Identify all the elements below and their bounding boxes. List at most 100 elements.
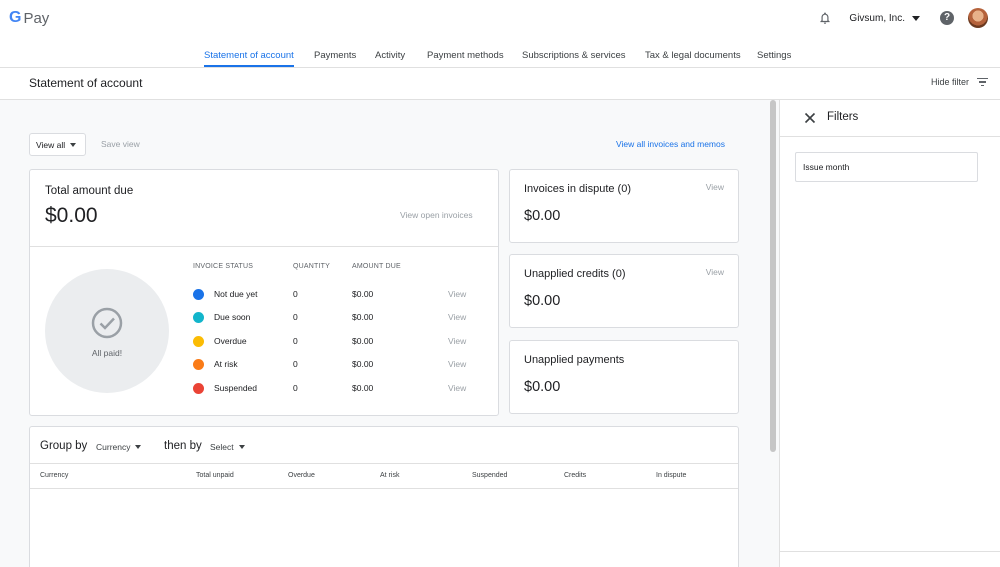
filters-title: Filters — [827, 111, 859, 123]
tab-payment-methods[interactable]: Payment methods — [427, 50, 504, 61]
scrollbar-thumb[interactable] — [770, 100, 776, 452]
payments-label: Unapplied payments — [524, 354, 625, 366]
status-view-link[interactable]: View — [448, 359, 467, 369]
account-name: Givsum, Inc. — [849, 12, 905, 24]
col-header-suspended: Suspended — [472, 472, 508, 479]
google-g-logo: G — [9, 9, 22, 26]
status-row-suspended: Suspended 0 $0.00 View — [193, 382, 483, 396]
help-icon[interactable]: ? — [940, 11, 954, 25]
group-by-select[interactable]: Currency — [96, 442, 142, 452]
all-paid-chart: All paid! — [45, 269, 169, 393]
credits-view-link[interactable]: View — [705, 267, 724, 277]
divider — [30, 246, 498, 247]
unapplied-payments-card: Unapplied payments $0.00 — [509, 340, 739, 414]
col-header-in-dispute: In dispute — [656, 472, 687, 479]
col-header-overdue: Overdue — [288, 472, 315, 479]
status-quantity: 0 — [293, 383, 298, 393]
group-by-card: Group by Currency then by Select Currenc… — [29, 426, 739, 567]
divider — [780, 136, 1000, 137]
status-quantity: 0 — [293, 312, 298, 322]
chevron-down-icon — [238, 445, 245, 449]
status-row-at-risk: At risk 0 $0.00 View — [193, 358, 483, 372]
then-by-select[interactable]: Select — [210, 442, 245, 452]
status-name: At risk — [214, 359, 238, 369]
save-view-button[interactable]: Save view — [101, 139, 140, 149]
main-scrollbar[interactable] — [769, 100, 777, 453]
status-quantity: 0 — [293, 359, 298, 369]
status-amount: $0.00 — [352, 289, 374, 299]
col-header-amount-due: AMOUNT DUE — [352, 263, 401, 270]
unapplied-credits-card: Unapplied credits (0) View $0.00 — [509, 254, 739, 328]
dispute-label: Invoices in dispute (0) — [524, 183, 631, 195]
filters-panel: Filters Issue month — [779, 100, 1000, 567]
divider — [30, 488, 738, 489]
invoices-in-dispute-card: Invoices in dispute (0) View $0.00 — [509, 169, 739, 243]
divider — [30, 463, 738, 464]
divider — [780, 551, 1000, 552]
credits-label: Unapplied credits (0) — [524, 268, 626, 280]
status-view-link[interactable]: View — [448, 383, 467, 393]
credits-amount: $0.00 — [524, 293, 561, 309]
col-header-invoice-status: INVOICE STATUS — [193, 263, 254, 270]
status-row-not-due-yet: Not due yet 0 $0.00 View — [193, 288, 483, 302]
page-header: Statement of account Hide filter — [0, 69, 1000, 100]
gpay-logo[interactable]: G Pay — [9, 8, 49, 28]
col-header-quantity: QUANTITY — [293, 263, 330, 270]
avatar[interactable] — [968, 8, 988, 28]
all-paid-label: All paid! — [91, 348, 123, 358]
tab-payments[interactable]: Payments — [314, 50, 357, 61]
then-by-value: Select — [210, 442, 234, 452]
status-dot — [193, 359, 204, 370]
tab-activity[interactable]: Activity — [375, 50, 406, 61]
status-dot — [193, 312, 204, 323]
dispute-view-link[interactable]: View — [705, 182, 724, 192]
status-amount: $0.00 — [352, 336, 374, 346]
close-icon[interactable] — [804, 112, 816, 124]
status-view-link[interactable]: View — [448, 289, 467, 299]
tab-settings[interactable]: Settings — [757, 50, 792, 61]
group-by-label: Group by — [40, 440, 88, 452]
view-all-invoices-link[interactable]: View all invoices and memos — [616, 139, 725, 149]
total-amount-value: $0.00 — [45, 204, 98, 227]
view-all-label: View all — [36, 139, 66, 150]
status-name: Suspended — [214, 383, 258, 393]
filter-icon — [977, 77, 988, 87]
payments-amount: $0.00 — [524, 379, 561, 395]
issue-month-filter[interactable]: Issue month — [795, 152, 978, 182]
chevron-down-icon — [912, 15, 920, 21]
total-amount-due-card: Total amount due $0.00 View open invoice… — [29, 169, 499, 416]
chevron-down-icon — [135, 445, 142, 449]
view-open-invoices-link[interactable]: View open invoices — [400, 210, 473, 220]
status-amount: $0.00 — [352, 312, 374, 322]
col-header-credits: Credits — [564, 472, 587, 479]
status-view-link[interactable]: View — [448, 336, 467, 346]
col-header-at-risk: At risk — [380, 472, 400, 479]
top-right-actions: Givsum, Inc. ? — [818, 6, 988, 30]
status-name: Overdue — [214, 336, 247, 346]
top-bar: G Pay Givsum, Inc. ? Statement of accoun… — [0, 0, 1000, 68]
tab-tax-legal-documents[interactable]: Tax & legal documents — [645, 50, 741, 61]
bell-icon[interactable] — [818, 11, 832, 25]
main-tabs: Statement of account Payments Activity P… — [0, 50, 1000, 68]
tab-subscriptions-services[interactable]: Subscriptions & services — [522, 50, 626, 61]
group-by-value: Currency — [96, 442, 131, 452]
status-view-link[interactable]: View — [448, 312, 467, 322]
pay-logo-text: Pay — [23, 9, 50, 27]
status-row-due-soon: Due soon 0 $0.00 View — [193, 311, 483, 325]
page-title: Statement of account — [29, 76, 143, 90]
then-by-label: then by — [164, 440, 202, 452]
status-amount: $0.00 — [352, 383, 374, 393]
status-name: Due soon — [214, 312, 251, 322]
dispute-amount: $0.00 — [524, 208, 561, 224]
status-quantity: 0 — [293, 336, 298, 346]
hide-filter-label: Hide filter — [930, 77, 969, 87]
status-name: Not due yet — [214, 289, 258, 299]
chevron-down-icon — [70, 142, 77, 147]
status-amount: $0.00 — [352, 359, 374, 369]
total-amount-label: Total amount due — [45, 185, 134, 197]
hide-filter-button[interactable]: Hide filter — [931, 77, 988, 87]
view-all-dropdown[interactable]: View all — [29, 133, 86, 156]
status-quantity: 0 — [293, 289, 298, 299]
account-switcher[interactable]: Givsum, Inc. — [849, 13, 920, 24]
tab-statement-of-account[interactable]: Statement of account — [204, 50, 294, 68]
